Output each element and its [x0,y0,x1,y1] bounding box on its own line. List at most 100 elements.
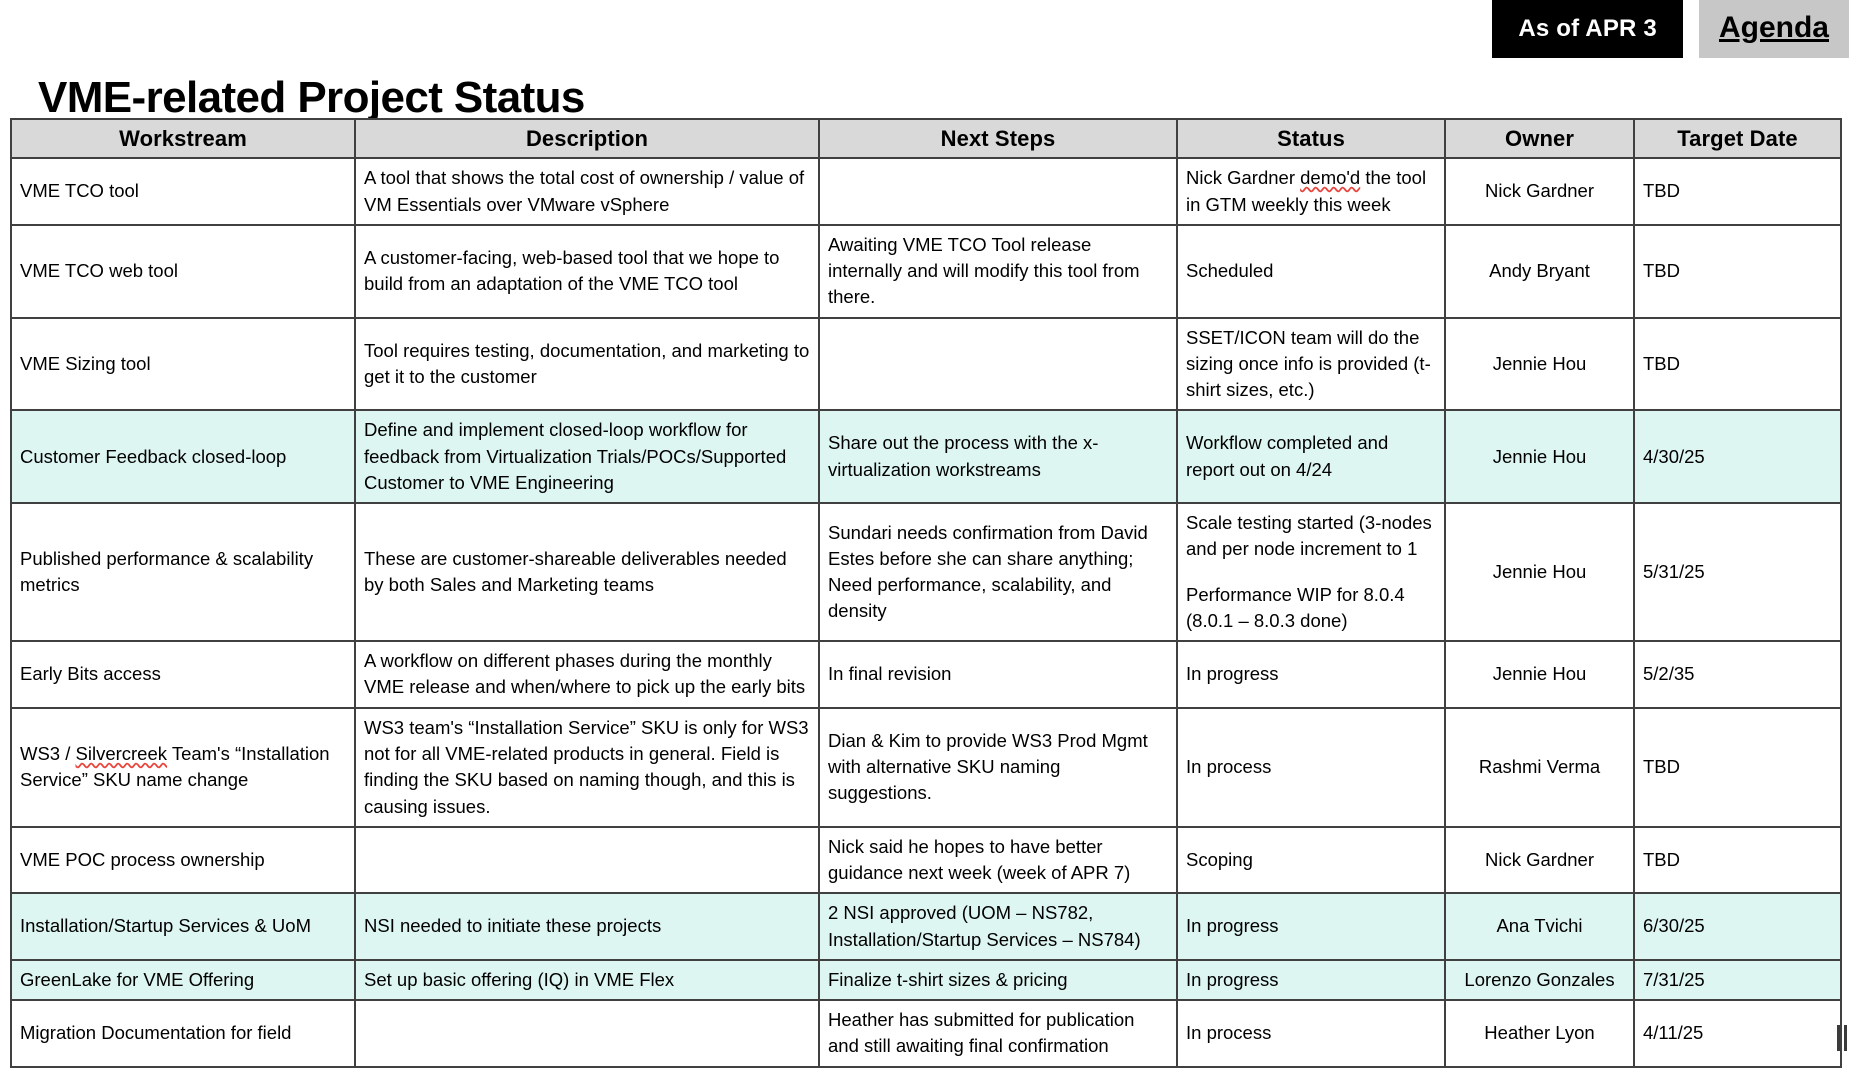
cell-next-steps: Finalize t-shirt sizes & pricing [818,958,1178,1002]
table-row: Early Bits access A workflow on different… [10,640,1842,709]
cell-workstream: Early Bits access [10,640,356,709]
cell-description: NSI needed to initiate these projects [354,892,820,961]
column-header-status: Status [1176,117,1446,160]
cell-description [354,825,820,895]
slide-corner-artifact [1837,1025,1847,1051]
cell-description: Set up basic offering (IQ) in VME Flex [354,958,820,1002]
cell-next-steps: In final revision [818,640,1178,709]
cell-description: Define and implement closed-loop workflo… [354,409,820,505]
text-segment: Nick Gardner [1186,167,1301,189]
cell-target-date: 4/30/25 [1633,409,1842,505]
cell-description: WS3 team's “Installation Service” SKU is… [354,706,820,828]
table-header: Workstream Description Next Steps Status… [10,117,1842,160]
cell-target-date: 4/11/25 [1633,999,1842,1068]
text-segment: Team's “Installation Service” SKU name c… [20,743,330,791]
table-row: Installation/Startup Services & UoM NSI n… [10,892,1842,961]
cell-next-steps: Nick said he hopes to have better guidan… [818,825,1178,895]
status-paragraph: Performance WIP for 8.0.4 (8.0.1 – 8.0.3… [1186,583,1405,631]
table-row: GreenLake for VME Offering Set up basic o… [10,958,1842,1002]
cell-target-date: TBD [1633,825,1842,895]
cell-owner: Jennie Hou [1444,409,1635,505]
cell-workstream: VME POC process ownership [10,825,356,895]
cell-description: A workflow on different phases during th… [354,640,820,709]
cell-status: In process [1176,999,1446,1068]
cell-next-steps [818,157,1178,226]
table-body: VME TCO tool A tool that shows the total … [10,157,1842,1068]
cell-status: In progress [1176,892,1446,961]
cell-description: A tool that shows the total cost of owne… [354,157,820,226]
status-table-container: Workstream Description Next Steps Status… [10,117,1842,1068]
text-segment: the tool in GTM weekly this week [1186,167,1427,215]
cell-target-date: TBD [1633,706,1842,828]
cell-status: In process [1176,706,1446,828]
table-row: VME TCO tool A tool that shows the total … [10,157,1842,226]
cell-owner: Nick Gardner [1444,157,1635,226]
cell-owner: Heather Lyon [1444,999,1635,1068]
cell-status: Scale testing started (3-nodes and per n… [1176,502,1446,643]
vme-project-status-table: Workstream Description Next Steps Status… [10,117,1842,1068]
cell-status: Scheduled [1176,223,1446,319]
status-paragraph: Scale testing started (3-nodes and per n… [1186,512,1432,560]
cell-description: A customer-facing, web-based tool that w… [354,223,820,319]
cell-workstream: WS3 / Silvercreek Team's “Installation S… [10,706,356,828]
cell-next-steps: Share out the process with the x-virtual… [818,409,1178,505]
cell-owner: Jennie Hou [1444,502,1635,643]
cell-owner: Rashmi Verma [1444,706,1635,828]
table-row: Migration Documentation for field Heather… [10,999,1842,1068]
table-row: VME TCO web tool A customer-facing, web-b… [10,223,1842,319]
agenda-link-badge[interactable]: Agenda [1698,0,1849,58]
cell-status: SSET/ICON team will do the sizing once i… [1176,316,1446,412]
cell-owner: Jennie Hou [1444,316,1635,412]
cell-description [354,999,820,1068]
cell-workstream: Migration Documentation for field [10,999,356,1068]
cell-target-date: 5/31/25 [1633,502,1842,643]
column-header-next-steps: Next Steps [818,117,1178,160]
cell-description: Tool requires testing, documentation, an… [354,316,820,412]
cell-status: Scoping [1176,825,1446,895]
cell-target-date: 7/31/25 [1633,958,1842,1002]
cell-owner: Nick Gardner [1444,825,1635,895]
table-row: WS3 / Silvercreek Team's “Installation S… [10,706,1842,828]
column-header-description: Description [354,117,820,160]
cell-next-steps: Sundari needs confirmation from David Es… [818,502,1178,643]
cell-next-steps: Heather has submitted for publication an… [818,999,1178,1068]
cell-status: Nick Gardner demo'd the tool in GTM week… [1176,157,1446,226]
cell-workstream: Installation/Startup Services & UoM [10,892,356,961]
cell-workstream: VME Sizing tool [10,316,356,412]
cell-status: Workflow completed and report out on 4/2… [1176,409,1446,505]
header-badges: As of APR 3 Agenda [1492,0,1849,58]
table-header-row: Workstream Description Next Steps Status… [10,117,1842,160]
column-header-owner: Owner [1444,117,1635,160]
cell-target-date: 5/2/35 [1633,640,1842,709]
cell-next-steps: 2 NSI approved (UOM – NS782, Installatio… [818,892,1178,961]
cell-workstream: VME TCO web tool [10,223,356,319]
column-header-workstream: Workstream [10,117,356,160]
cell-next-steps [818,316,1178,412]
cell-owner: Ana Tvichi [1444,892,1635,961]
cell-workstream: VME TCO tool [10,157,356,226]
as-of-date-badge: As of APR 3 [1492,0,1683,58]
table-row: Published performance & scalability metr… [10,502,1842,643]
cell-target-date: TBD [1633,316,1842,412]
cell-owner: Andy Bryant [1444,223,1635,319]
column-header-target-date: Target Date [1633,117,1842,160]
cell-next-steps: Dian & Kim to provide WS3 Prod Mgmt with… [818,706,1178,828]
cell-owner: Jennie Hou [1444,640,1635,709]
spellcheck-underlined-word: Silvercreek [75,743,168,765]
cell-workstream: Published performance & scalability metr… [10,502,356,643]
text-segment: WS3 / [20,743,76,765]
cell-target-date: TBD [1633,223,1842,319]
cell-description: These are customer-shareable deliverable… [354,502,820,643]
cell-owner: Lorenzo Gonzales [1444,958,1635,1002]
table-row: Customer Feedback closed-loop Define and … [10,409,1842,505]
page-title: VME-related Project Status [38,73,585,123]
table-row: VME POC process ownership Nick said he ho… [10,825,1842,895]
cell-status: In progress [1176,640,1446,709]
table-row: VME Sizing tool Tool requires testing, do… [10,316,1842,412]
cell-target-date: TBD [1633,157,1842,226]
cell-status: In progress [1176,958,1446,1002]
cell-workstream: Customer Feedback closed-loop [10,409,356,505]
cell-target-date: 6/30/25 [1633,892,1842,961]
cell-next-steps: Awaiting VME TCO Tool release internally… [818,223,1178,319]
cell-workstream: GreenLake for VME Offering [10,958,356,1002]
